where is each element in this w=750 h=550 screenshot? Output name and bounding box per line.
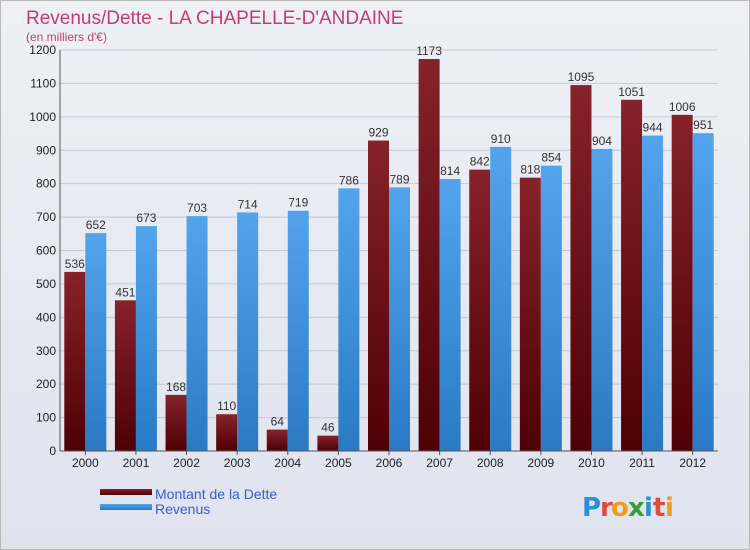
bar-revenus <box>591 148 613 451</box>
data-label-revenus: 944 <box>643 121 663 135</box>
data-label-debt: 168 <box>166 380 186 394</box>
bar-debt <box>418 59 440 452</box>
data-label-debt: 451 <box>115 285 135 299</box>
bar-revenus <box>85 233 107 451</box>
x-tick-label: 2009 <box>527 456 554 470</box>
svg-text:i: i <box>644 493 653 523</box>
y-tick-label: 100 <box>36 411 56 425</box>
bar-debt <box>570 85 592 452</box>
proxiti-logo: P r o x i t i <box>582 493 674 523</box>
x-tick-label: 2012 <box>679 456 706 470</box>
bar-revenus <box>642 135 664 451</box>
bar-revenus <box>135 226 157 451</box>
svg-text:o: o <box>611 493 629 523</box>
data-label-revenus: 951 <box>693 118 713 132</box>
x-tick-label: 2004 <box>274 456 301 470</box>
data-label-revenus: 703 <box>187 201 207 215</box>
data-label-revenus: 673 <box>136 211 156 225</box>
legend-swatch-debt <box>100 489 152 495</box>
data-label-revenus: 910 <box>491 132 511 146</box>
x-tick-label: 2010 <box>578 456 605 470</box>
x-tick-label: 2001 <box>123 456 150 470</box>
data-label-debt: 1051 <box>618 85 645 99</box>
y-tick-label: 500 <box>36 277 56 291</box>
x-tick-label: 2006 <box>376 456 403 470</box>
bar-debt <box>266 429 288 451</box>
bar-debt <box>317 435 339 451</box>
legend-swatch-revenus <box>100 504 152 510</box>
data-label-debt: 110 <box>217 399 236 413</box>
legend-label-revenus: Revenus <box>155 501 210 517</box>
bar-revenus <box>439 178 461 451</box>
x-tick-label: 2005 <box>325 456 352 470</box>
bar-debt <box>114 300 136 451</box>
data-label-debt: 1173 <box>416 44 442 58</box>
data-label-revenus: 719 <box>288 196 308 210</box>
svg-text:t: t <box>653 493 665 523</box>
x-tick-label: 2000 <box>72 456 99 470</box>
chart-subtitle: (en milliers d'€) <box>26 30 107 44</box>
chart-title: Revenus/Dette - LA CHAPELLE-D'ANDAINE <box>26 8 403 29</box>
data-label-debt: 536 <box>65 257 85 271</box>
bar-revenus <box>490 146 512 452</box>
bar-revenus <box>692 133 714 451</box>
y-tick-label: 800 <box>36 177 56 191</box>
svg-text:i: i <box>665 493 674 523</box>
y-tick-label: 1200 <box>29 43 56 57</box>
data-label-revenus: 904 <box>592 134 612 148</box>
y-tick-label: 900 <box>36 143 56 157</box>
data-label-revenus: 786 <box>339 173 359 187</box>
y-tick-label: 300 <box>36 344 56 358</box>
y-axis: 0 100 200 300 400 500 600 700 800 900 1000 1100 1200 <box>29 43 61 458</box>
y-tick-label: 0 <box>49 444 56 458</box>
x-tick-label: 2011 <box>629 456 655 470</box>
data-label-debt: 842 <box>470 155 490 169</box>
svg-text:x: x <box>628 493 645 523</box>
data-label-debt: 46 <box>321 421 335 435</box>
x-tick-label: 2008 <box>477 456 504 470</box>
data-label-revenus: 814 <box>440 164 460 178</box>
bar-debt <box>64 271 86 451</box>
bar-debt <box>519 177 541 451</box>
data-label-debt: 1095 <box>568 70 595 84</box>
x-tick-label: 2002 <box>173 456 200 470</box>
svg-text:P: P <box>582 493 601 523</box>
data-label-debt: 818 <box>520 163 540 177</box>
bar-revenus <box>237 212 259 451</box>
bar-revenus <box>389 187 410 451</box>
bars: 536 652 451 673 168 703 110 714 64 719 46 786 929 789… <box>64 44 714 452</box>
bar-debt <box>671 114 693 451</box>
y-tick-label: 600 <box>36 244 56 258</box>
data-label-revenus: 714 <box>238 197 258 211</box>
data-label-debt: 929 <box>368 126 388 140</box>
y-tick-label: 1000 <box>29 110 56 124</box>
data-label-debt: 1006 <box>669 100 696 114</box>
data-label-revenus: 652 <box>86 218 106 232</box>
data-label-debt: 64 <box>271 415 285 429</box>
y-tick-label: 400 <box>36 310 56 324</box>
legend: Montant de la Dette Revenus <box>100 486 277 517</box>
bar-debt <box>469 169 491 452</box>
bar-revenus <box>287 210 309 451</box>
legend-label-debt: Montant de la Dette <box>155 486 277 502</box>
bar-revenus <box>540 165 562 451</box>
bar-debt <box>368 140 389 451</box>
bar-debt <box>621 99 643 451</box>
svg-text:r: r <box>600 493 613 523</box>
bar-revenus <box>186 216 208 451</box>
x-tick-label: 2007 <box>426 456 453 470</box>
data-label-revenus: 789 <box>389 172 409 186</box>
y-tick-label: 200 <box>36 377 56 391</box>
bar-debt <box>165 394 187 451</box>
y-tick-label: 1100 <box>30 76 56 90</box>
y-tick-label: 700 <box>36 210 56 224</box>
bar-revenus <box>338 188 360 451</box>
x-axis: 2000 2001 2002 2003 2004 2005 2006 2007 2008 2009… <box>60 450 718 470</box>
x-tick-label: 2003 <box>224 456 251 470</box>
bar-debt <box>216 414 238 451</box>
data-label-revenus: 854 <box>541 151 561 165</box>
